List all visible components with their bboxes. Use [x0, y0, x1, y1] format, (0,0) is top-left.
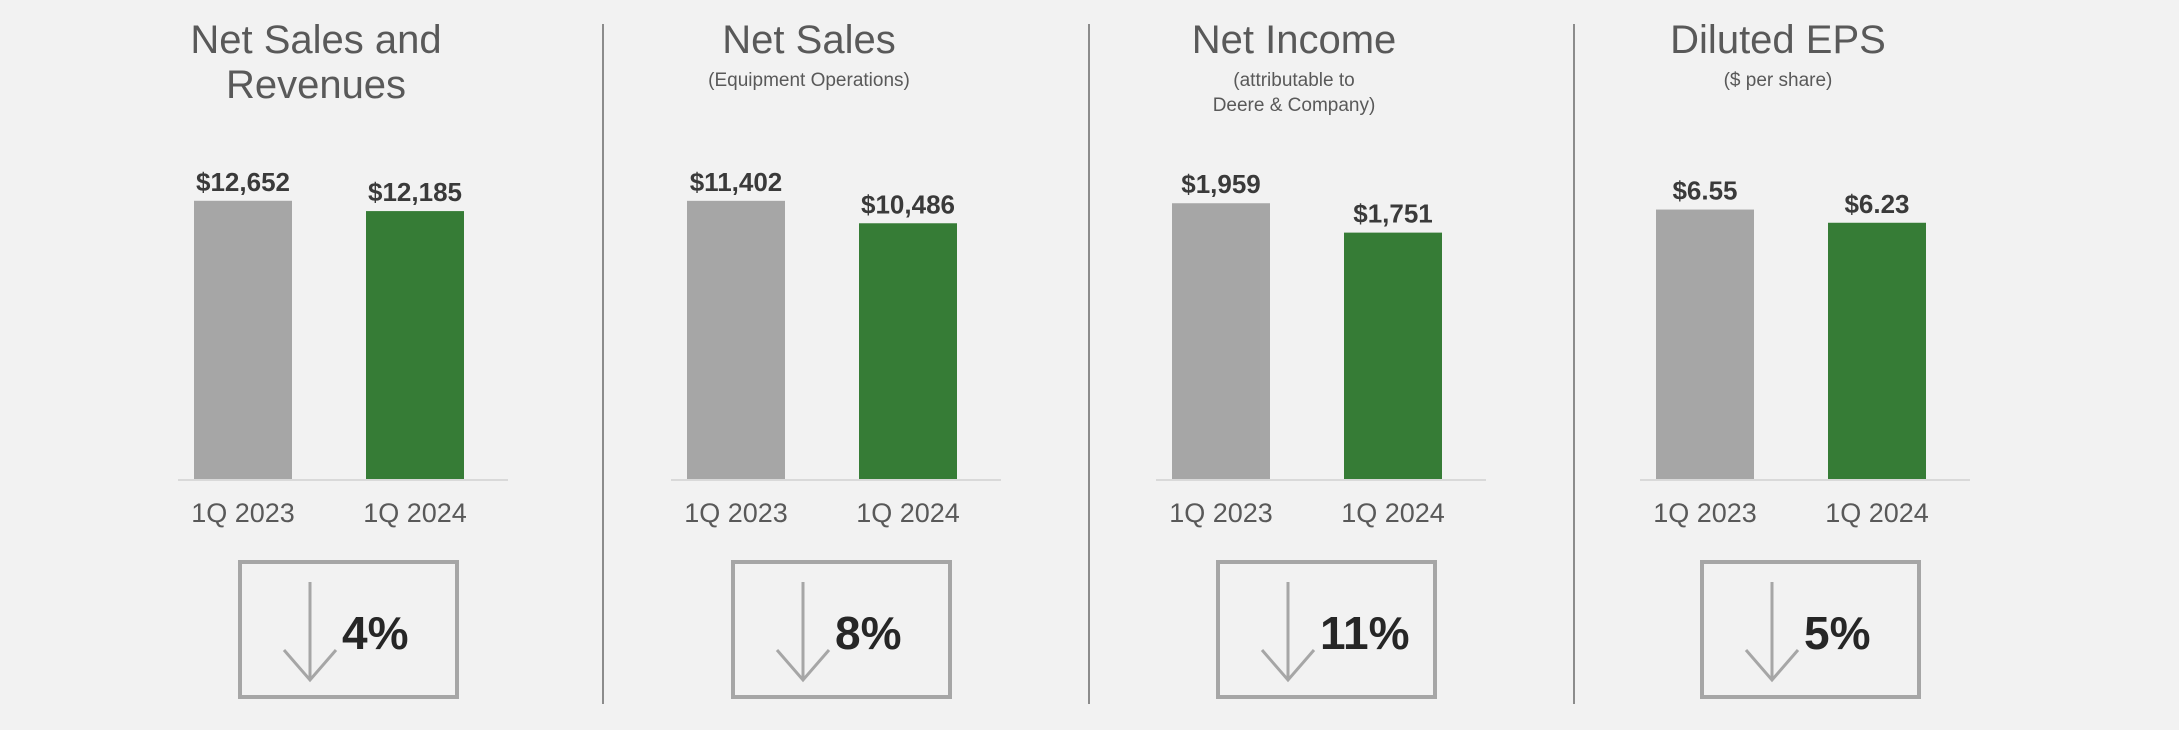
bar-prior-year	[194, 200, 292, 480]
panel-divider	[1088, 24, 1090, 704]
panel-title: Net Income	[1191, 18, 1397, 62]
bar-current-year	[1828, 222, 1926, 480]
bar-value-label: $6.23	[1844, 189, 1909, 219]
bar-value-label: $11,402	[690, 167, 783, 197]
kpi-panel: Net Income (attributable to Deere & Compa…	[978, 0, 1678, 730]
category-tick-label: 1Q 2024	[1341, 498, 1445, 528]
category-tick-label: 1Q 2024	[363, 498, 467, 528]
kpi-panel: Diluted EPS ($ per share) $6.55 1Q 2023 $6.2…	[1462, 0, 2162, 730]
bar-prior-year	[1172, 203, 1270, 480]
category-tick-label: 1Q 2024	[856, 498, 960, 528]
change-indicator-box: 5%	[1700, 560, 1921, 699]
change-indicator-box: 11%	[1216, 560, 1437, 699]
bar-value-label: $6.55	[1672, 176, 1737, 206]
kpi-panel: Net Sales and Revenues $12,652 1Q 2023 $12,…	[0, 0, 700, 730]
bar-value-label: $1,959	[1181, 169, 1261, 199]
percent-change-label: 8%	[835, 607, 902, 659]
category-tick-label: 1Q 2023	[1653, 498, 1757, 528]
percent-change-label: 5%	[1804, 607, 1871, 659]
kpi-panel: Net Sales (Equipment Operations) $11,402 1Q…	[493, 0, 1193, 730]
bar-chart: $1,959 1Q 2023 $1,751 1Q 2024	[1156, 169, 1486, 528]
down-arrow-icon	[775, 582, 831, 683]
down-arrow-icon	[1744, 582, 1800, 683]
bar-prior-year	[1656, 209, 1754, 480]
bar-chart: $12,652 1Q 2023 $12,185 1Q 2024	[178, 167, 508, 528]
down-arrow-icon	[1260, 582, 1316, 683]
percent-change-label: 4%	[342, 607, 409, 659]
panel-divider	[602, 24, 604, 704]
category-tick-label: 1Q 2024	[1825, 498, 1929, 528]
category-tick-label: 1Q 2023	[191, 498, 295, 528]
bar-value-label: $10,486	[861, 189, 955, 219]
change-indicator-box: 4%	[238, 560, 459, 699]
down-arrow-icon	[282, 582, 338, 683]
percent-change-label: 11%	[1320, 607, 1410, 659]
panel-subtitle: (attributable to Deere & Company)	[1212, 70, 1376, 116]
bar-prior-year	[687, 200, 785, 480]
change-indicator-box: 8%	[731, 560, 952, 699]
bar-current-year	[1344, 232, 1442, 480]
panel-subtitle: ($ per share)	[1723, 70, 1833, 91]
panel-title: Net Sales	[722, 18, 896, 62]
panel-divider	[1573, 24, 1575, 704]
bar-value-label: $1,751	[1353, 199, 1433, 229]
bar-value-label: $12,652	[196, 167, 290, 197]
panel-title: Diluted EPS	[1670, 18, 1886, 62]
bar-current-year	[366, 211, 464, 480]
bar-value-label: $12,185	[368, 177, 462, 207]
panel-title: Net Sales and Revenues	[190, 18, 442, 107]
bar-chart: $6.55 1Q 2023 $6.23 1Q 2024	[1640, 176, 1970, 528]
category-tick-label: 1Q 2023	[1169, 498, 1273, 528]
panel-subtitle: (Equipment Operations)	[708, 70, 910, 91]
category-tick-label: 1Q 2023	[684, 498, 788, 528]
bar-chart: $11,402 1Q 2023 $10,486 1Q 2024	[671, 167, 1001, 528]
bar-current-year	[859, 223, 957, 480]
